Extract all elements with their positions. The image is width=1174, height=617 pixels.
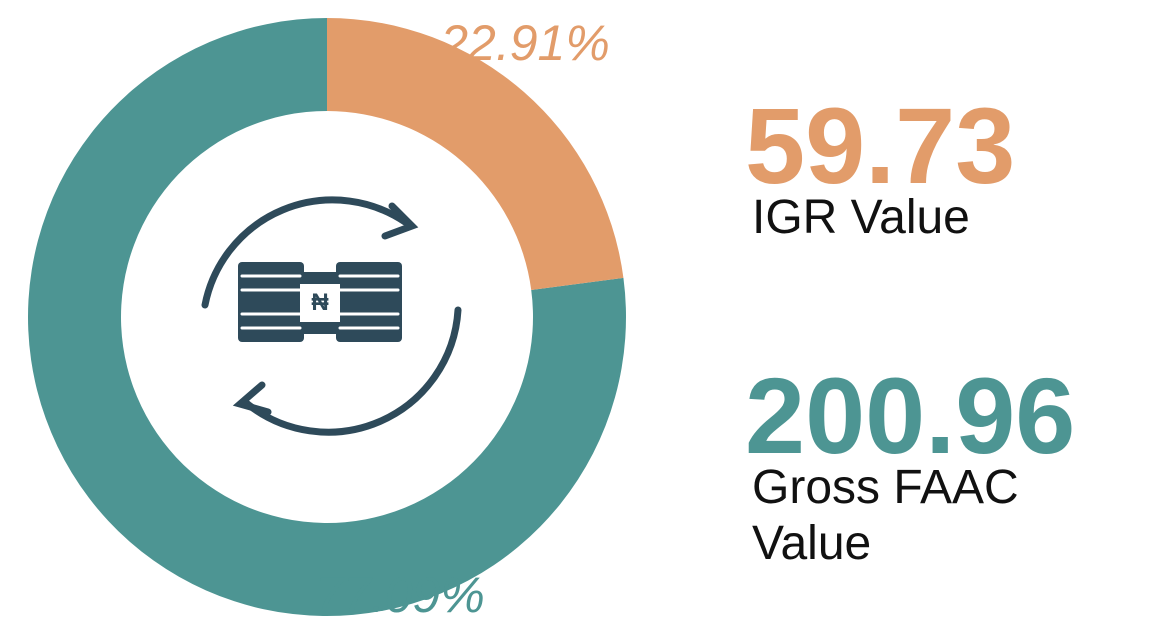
naira-sign: ₦ [311, 289, 329, 316]
stat-label: Gross FAAC Value [752, 461, 1019, 570]
arrowhead-top [381, 202, 419, 240]
stat-label: IGR Value [752, 191, 970, 244]
arrow-bottom [241, 306, 462, 436]
donut-segment [327, 18, 624, 291]
value-label: 22.91% [439, 15, 610, 71]
cash-lines [240, 274, 400, 330]
center-icon: ₦ [201, 196, 462, 436]
donut-segment [27, 18, 627, 616]
value-label: 77.09% [315, 567, 485, 617]
arrow-top [201, 196, 409, 309]
arrowhead-bottom [232, 381, 272, 416]
stat-value: 59.73 [745, 85, 1016, 206]
stat-value: 200.96 [745, 355, 1076, 476]
